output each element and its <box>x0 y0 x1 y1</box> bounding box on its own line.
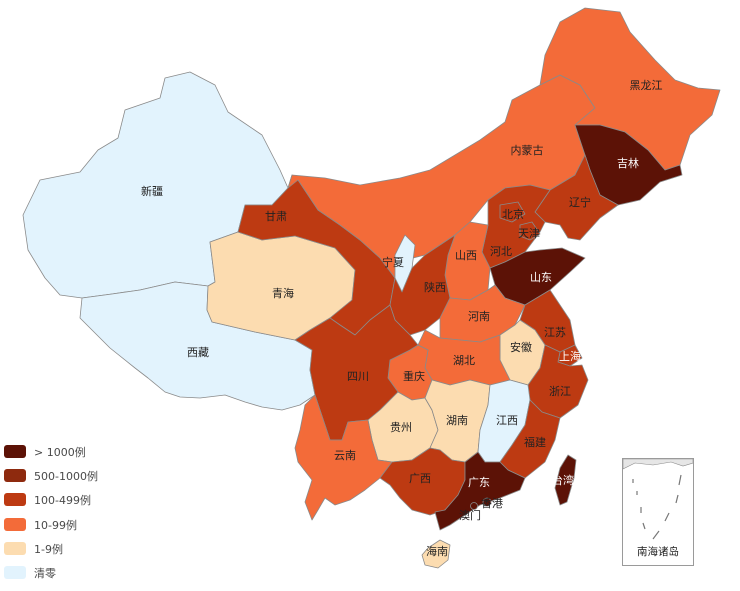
legend-item-gt1000[interactable]: > 1000例 <box>4 440 134 464</box>
label-qinghai: 青海 <box>272 286 294 300</box>
label-hainan: 海南 <box>426 544 448 558</box>
label-liaoning: 辽宁 <box>569 195 591 209</box>
inset-island-7 <box>642 522 646 530</box>
region-macau[interactable] <box>470 502 478 510</box>
legend-item-100-499[interactable]: 100-499例 <box>4 488 134 512</box>
label-xinjiang: 新疆 <box>141 184 163 198</box>
legend-swatch <box>4 493 26 507</box>
province-guangdong[interactable] <box>434 451 526 531</box>
label-guangdong: 广东 <box>468 476 490 489</box>
legend-swatch <box>4 469 26 483</box>
legend-label: 1-9例 <box>34 542 63 556</box>
label-macau: 澳门 <box>459 508 481 522</box>
label-guizhou: 贵州 <box>390 421 412 434</box>
legend-swatch <box>4 445 26 458</box>
label-guangxi: 广西 <box>409 472 431 485</box>
label-shandong: 山东 <box>530 271 552 284</box>
legend-label: 500-1000例 <box>34 470 98 484</box>
label-hunan: 湖南 <box>446 414 468 427</box>
label-ningxia: 宁夏 <box>382 255 404 269</box>
legend-swatch <box>4 565 26 579</box>
label-hebei: 河北 <box>490 245 512 258</box>
label-sichuan: 四川 <box>347 370 369 383</box>
label-henan: 河南 <box>468 310 490 323</box>
label-zhejiang: 浙江 <box>549 385 571 398</box>
label-shanghai: 上海 <box>559 349 581 363</box>
legend-label: 10-99例 <box>34 518 77 532</box>
province-tianjin[interactable] <box>519 221 541 241</box>
province-heilongjiang[interactable] <box>539 7 721 171</box>
label-tibet: 西藏 <box>187 346 209 359</box>
inset-island-6 <box>664 512 670 522</box>
legend: > 1000例 500-1000例 100-499例 10-99例 1-9例 清… <box>4 440 134 585</box>
legend-label: > 1000例 <box>34 446 86 459</box>
label-anhui: 安徽 <box>510 340 532 354</box>
label-chongqing: 重庆 <box>403 369 425 383</box>
province-yunnan[interactable] <box>294 394 393 521</box>
inset-coast <box>622 458 694 470</box>
province-taiwan[interactable] <box>554 454 577 506</box>
label-yunnan: 云南 <box>334 449 356 462</box>
legend-item-500-1000[interactable]: 500-1000例 <box>4 464 134 488</box>
legend-swatch <box>4 517 26 531</box>
south-china-sea-inset: 南海诸岛 <box>622 458 694 566</box>
inset-label: 南海诸岛 <box>637 546 679 558</box>
label-shaanxi: 陕西 <box>424 280 446 294</box>
label-shanxi: 山西 <box>455 249 477 262</box>
label-taiwan: 台湾 <box>552 473 574 487</box>
legend-item-cleared[interactable]: 清零 <box>4 561 134 585</box>
label-beijing: 北京 <box>502 207 524 221</box>
inset-map <box>622 458 694 540</box>
legend-swatch <box>4 541 26 555</box>
province-beijing[interactable] <box>499 201 526 223</box>
label-tianjin: 天津 <box>518 227 540 240</box>
province-hainan[interactable] <box>421 539 451 569</box>
label-hong-kong: 香港 <box>481 497 503 510</box>
inset-island-8 <box>652 530 660 540</box>
legend-item-1-9[interactable]: 1-9例 <box>4 537 134 561</box>
inset-island-1 <box>678 474 682 486</box>
legend-item-10-99[interactable]: 10-99例 <box>4 513 134 537</box>
label-gansu: 甘肃 <box>265 210 287 223</box>
label-heilongjiang: 黑龙江 <box>630 79 663 92</box>
label-jilin: 吉林 <box>617 156 639 170</box>
label-hubei: 湖北 <box>453 354 475 367</box>
legend-label: 100-499例 <box>34 494 91 508</box>
label-jiangsu: 江苏 <box>544 326 566 339</box>
inset-island-4 <box>675 494 679 504</box>
label-fujian: 福建 <box>524 435 546 449</box>
label-jiangxi: 江西 <box>496 414 518 427</box>
legend-label: 清零 <box>34 566 56 580</box>
region-hong-kong[interactable] <box>482 497 492 507</box>
label-inner-mongolia: 内蒙古 <box>511 143 544 157</box>
